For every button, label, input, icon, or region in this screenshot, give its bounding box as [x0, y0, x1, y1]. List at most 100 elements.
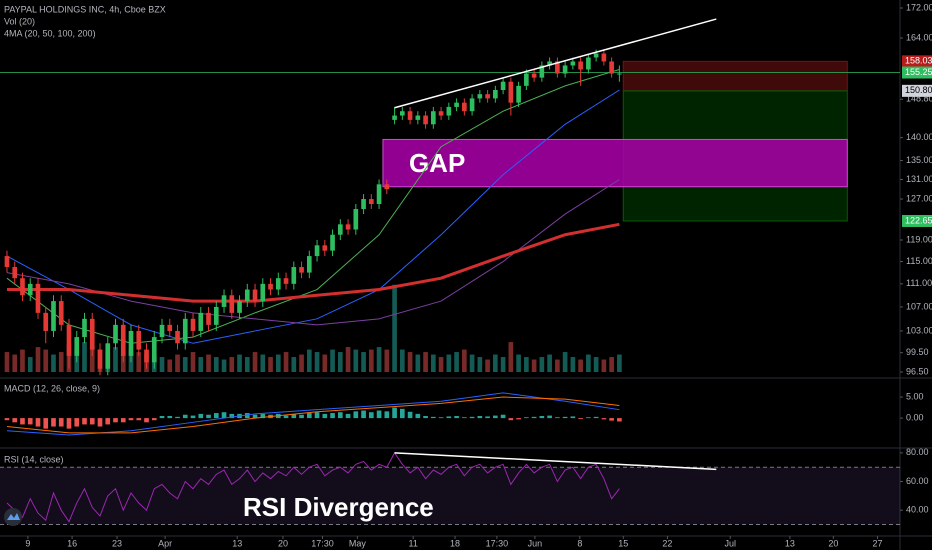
volume-bar: [221, 359, 227, 372]
candle-body: [66, 324, 72, 356]
volume-bar: [82, 342, 87, 372]
stop-zone: [622, 60, 848, 92]
candle-body: [260, 283, 266, 302]
candle-body: [516, 85, 521, 103]
macd-bar: [485, 416, 490, 419]
y-tick-label: 164.00: [906, 32, 932, 42]
candle-body: [337, 224, 343, 235]
macd-bar: [128, 418, 134, 421]
volume-bar: [306, 349, 312, 372]
macd-bar: [617, 418, 622, 422]
candle-body: [74, 337, 80, 356]
candle-body: [175, 330, 180, 344]
macd-bar: [376, 410, 382, 419]
rsi-tick-label: 80.00: [906, 447, 929, 457]
volume-bar: [368, 349, 374, 372]
x-tick-label: 18: [450, 538, 460, 548]
candle-body: [454, 102, 459, 107]
macd-bar: [593, 416, 599, 419]
macd-bar: [213, 413, 219, 419]
volume-bar: [493, 354, 498, 372]
candle-body: [617, 73, 622, 75]
candle-body: [190, 318, 196, 331]
x-tick-label: Apr: [158, 538, 172, 548]
candle-body: [570, 61, 576, 66]
macd-bar: [570, 416, 576, 419]
macd-bar: [260, 413, 266, 419]
candle-body: [252, 289, 258, 302]
candle-body: [345, 224, 351, 230]
trendline: [394, 18, 717, 109]
macd-bar: [221, 412, 227, 419]
price-marker-label: 158.03: [905, 56, 932, 66]
macd-bar: [43, 418, 49, 429]
price-marker: [902, 84, 932, 97]
volume-bar: [570, 357, 576, 372]
volume-bar: [438, 357, 444, 372]
candle-body: [144, 349, 149, 363]
volume-bar: [27, 357, 33, 372]
macd-bar: [392, 407, 397, 419]
volume-bar: [345, 347, 351, 372]
candle-body: [539, 65, 545, 78]
macd-bar: [407, 411, 413, 419]
macd-bar: [66, 418, 72, 429]
volume-bar: [252, 352, 258, 372]
macd-bar: [151, 418, 157, 421]
volume-bar: [20, 349, 25, 372]
y-tick-label: 127.00: [906, 193, 932, 203]
x-tick-label: 27: [873, 538, 883, 548]
y-tick-label: 140.00: [906, 132, 932, 142]
candle-body: [306, 256, 312, 273]
volume-bar: [229, 357, 235, 372]
volume-bar: [586, 354, 591, 372]
volume-bar: [353, 349, 359, 372]
volume-bar: [485, 359, 490, 372]
macd-bar: [82, 418, 87, 425]
candle-body: [198, 312, 204, 331]
macd-bar: [74, 418, 80, 427]
macd-bar: [58, 418, 64, 427]
macd-bar: [12, 418, 18, 423]
volume-bar: [415, 354, 421, 372]
candle-body: [446, 106, 452, 116]
volume-bar: [51, 354, 56, 372]
x-tick-label: 20: [278, 538, 288, 548]
volume-bar: [4, 352, 10, 372]
volume-bar: [508, 342, 514, 372]
volume-bar: [524, 357, 529, 372]
macd-bar: [4, 418, 10, 421]
y-tick-label: 115.00: [906, 256, 932, 266]
macd-tick-label: 5.00: [906, 391, 924, 401]
candle-body: [400, 111, 405, 116]
candle-body: [27, 283, 33, 296]
x-tick-label: 13: [232, 538, 242, 548]
volume-bar: [120, 354, 126, 372]
candle-body: [376, 184, 382, 205]
volume-bar: [547, 354, 552, 372]
macd-bar: [400, 408, 405, 419]
x-tick-label: 8: [577, 538, 582, 548]
candle-body: [368, 199, 374, 205]
volume-bar: [314, 352, 320, 372]
y-tick-label: 135.00: [906, 155, 932, 165]
candle-body: [508, 81, 514, 103]
rsi-tick-label: 60.00: [906, 476, 929, 486]
candle-body: [477, 94, 483, 99]
candle-body: [469, 98, 475, 112]
candle-body: [407, 111, 413, 120]
volume-bar: [330, 349, 335, 372]
candle-body: [392, 115, 397, 120]
candle-body: [601, 53, 607, 62]
macd-bar: [159, 416, 165, 419]
candle-body: [500, 81, 506, 91]
macd-bar: [345, 413, 351, 419]
macd-bar: [291, 413, 297, 419]
candle-body: [268, 283, 273, 290]
macd-bar: [97, 418, 103, 427]
rsi-band: [0, 467, 900, 525]
rsi-label: RSI (14, close): [4, 454, 64, 464]
x-tick-label: Jul: [724, 538, 736, 548]
volume-bar: [578, 359, 583, 372]
x-tick-label: 15: [618, 538, 628, 548]
